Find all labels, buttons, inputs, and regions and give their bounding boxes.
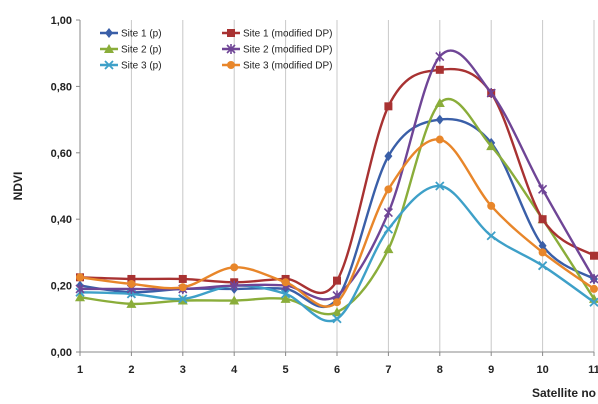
x-tick-label: 7 [385,364,391,376]
y-tick-label: 0,20 [51,281,72,293]
data-point [435,51,445,62]
data-point [126,298,137,308]
series-line [79,184,595,323]
data-point [229,280,239,291]
data-point [230,263,239,272]
legend-entry: Site 1 (p) [100,28,162,40]
data-point [435,181,445,191]
data-point [383,224,394,234]
data-point [76,273,84,282]
data-point [75,292,85,302]
data-point [333,298,341,307]
data-point [537,261,548,271]
data-point [538,248,547,257]
data-point [75,283,85,294]
legend-label: Site 1 (p) [121,29,162,40]
data-point [538,215,547,224]
y-tick-label: 0,00 [51,347,72,359]
legend-label: Site 3 (modified DP) [243,61,332,72]
data-point [383,207,393,218]
data-point [178,283,187,292]
data-point [280,289,291,299]
x-tick-label: 4 [231,364,238,376]
y-tick-label: 0,80 [51,81,72,93]
data-point [178,274,187,283]
data-point [332,307,342,317]
data-point [486,231,496,241]
data-point [538,184,548,195]
data-point [487,201,496,210]
data-point [178,294,188,304]
legend-marker [227,29,235,37]
data-point [281,278,290,287]
series-group [75,49,598,324]
x-tick-label: 9 [488,364,494,376]
data-point [434,98,445,107]
y-tick-label: 0,40 [51,214,72,226]
data-point [384,102,393,111]
data-point [332,314,342,324]
data-point [383,244,394,254]
y-tick-label: 1,00 [51,15,72,27]
legend-entry: Site 2 (p) [100,44,162,56]
data-point [229,295,240,305]
data-point [538,240,547,251]
x-tick-label: 8 [437,364,443,376]
data-point [435,65,444,74]
data-point [590,284,598,293]
tick-labels: 0,00 0,20 0,40 0,60 0,80 1,00 1 2 3 4 5 6 7 8 9 10 11 [51,15,598,376]
x-tick-label: 10 [536,364,548,376]
legend-marker [104,60,114,70]
legend-entry: Site 3 (modified DP) [222,61,332,72]
x-tick-label: 2 [128,364,134,376]
series-line [79,138,595,308]
legend-label: Site 2 (p) [121,45,162,56]
legend: Site 1 (p) Site 2 (p) Site 3 (p) Site 1 (mo… [100,28,332,72]
legend-marker [104,44,114,53]
legend-entry: Site 2 (modified DP) [222,44,332,56]
x-tick-label: 1 [77,364,83,376]
legend-marker [105,28,113,38]
legend-marker [226,44,236,54]
data-point [127,274,136,283]
data-point [280,293,291,303]
y-tick-label: 0,60 [51,148,72,160]
data-point [384,185,393,194]
data-point [589,273,598,284]
grid-lines [130,20,595,352]
data-point [384,151,393,162]
legend-entry: Site 1 (modified DP) [222,29,332,40]
legend-label: Site 1 (modified DP) [243,29,332,40]
x-tick-label: 11 [588,364,598,376]
series-6 [76,135,598,308]
data-point [589,297,598,307]
data-point [486,141,497,151]
x-tick-label: 5 [283,364,289,376]
legend-label: Site 2 (modified DP) [243,45,332,56]
data-point [486,88,496,99]
data-point [435,114,444,125]
legend-marker [227,61,235,69]
x-axis-title: Satellite no [532,386,596,400]
x-tick-label: 6 [334,364,340,376]
y-axis-title: NDVI [11,172,25,201]
x-tick-label: 3 [180,364,186,376]
data-point [435,135,444,144]
legend-entry: Site 3 (p) [100,60,162,72]
legend-label: Site 3 (p) [121,61,162,72]
data-point [590,251,598,260]
data-point [333,276,341,285]
data-point [127,279,136,288]
